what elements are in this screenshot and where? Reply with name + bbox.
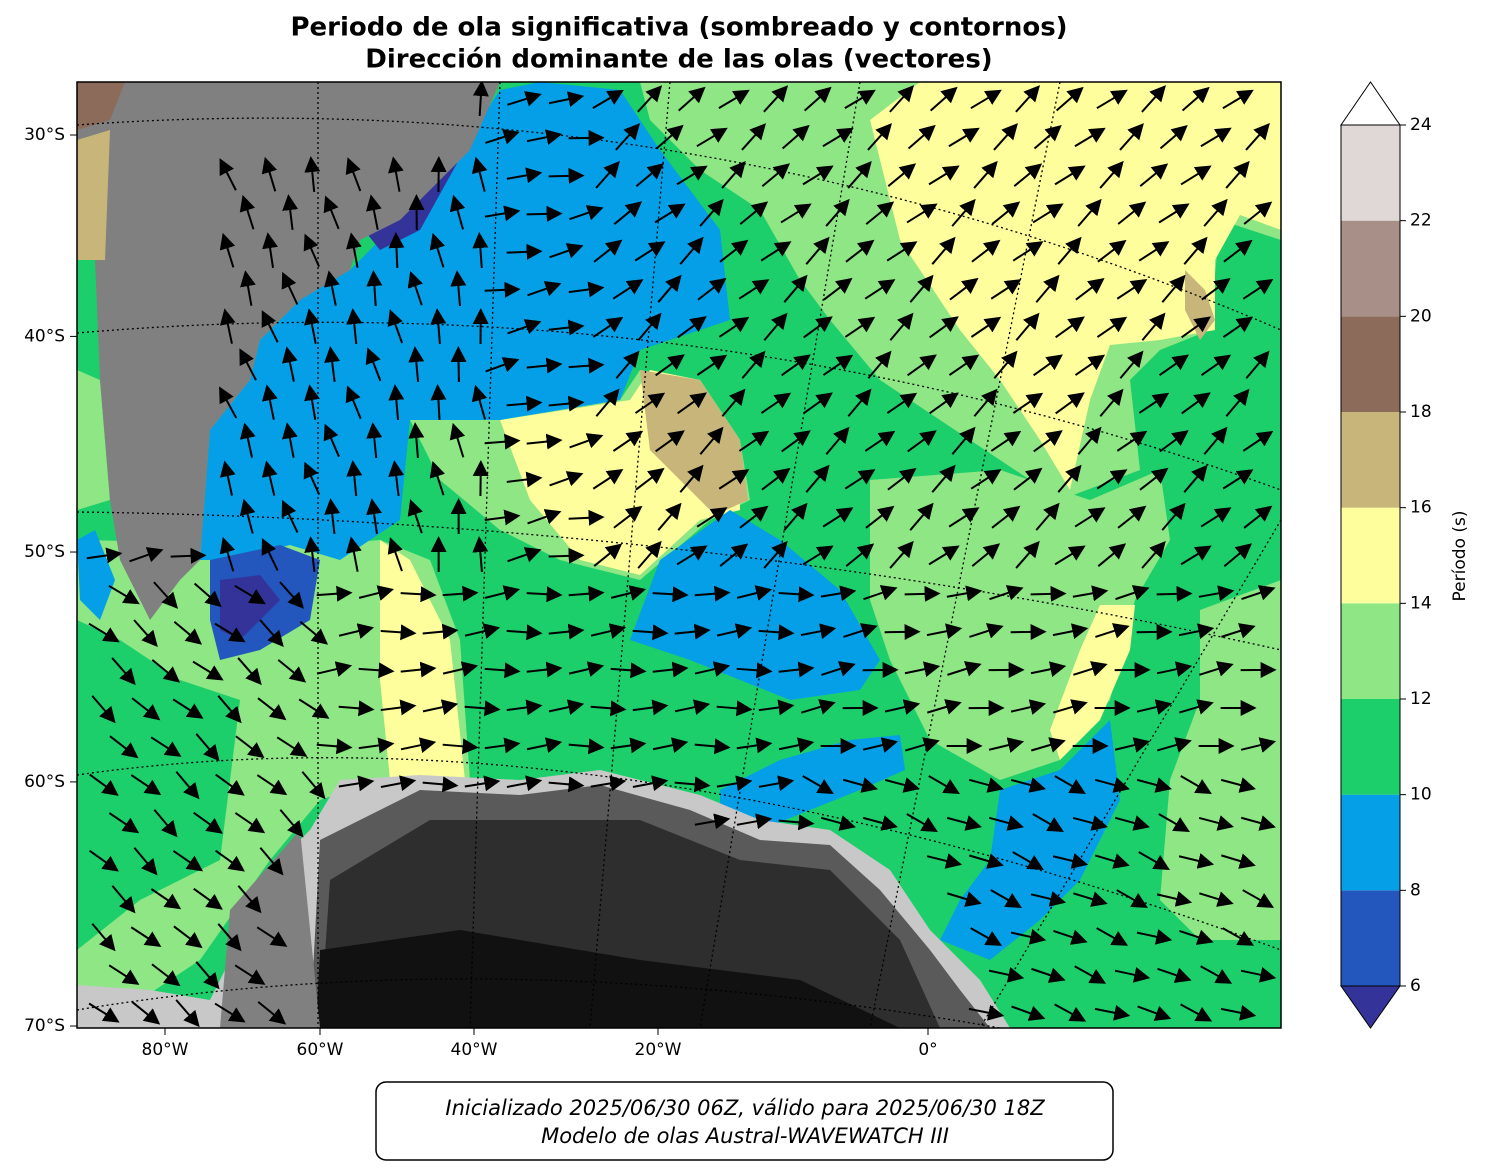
colorbar-tick-label: 22 [1410,211,1432,231]
colorbar-extend-high [1341,82,1400,125]
title-line: Periodo de ola significativa (sombreado … [290,13,1067,43]
colorbar-tick-label: 6 [1410,976,1421,996]
wave-vector [549,555,581,556]
colorbar-extend-low [1341,986,1400,1028]
colorbar-segment [1341,603,1400,699]
colorbar-segment [1341,890,1400,986]
wave-vector [1031,594,1063,595]
colorbar-segment [1341,125,1400,221]
wave-vector [527,214,559,215]
lon-label: 60°W [297,1040,344,1060]
colorbar-tick-label: 12 [1410,689,1432,709]
colorbar-segment [1341,795,1400,891]
lat-label: 40°S [24,326,65,346]
colorbar-tick-label: 8 [1410,880,1421,900]
lon-label: 40°W [451,1040,498,1060]
lon-label: 80°W [142,1040,189,1060]
lat-label: 50°S [24,542,65,562]
colorbar-tick-label: 18 [1410,402,1432,422]
colorbar-segment [1341,508,1400,604]
colorbar-tick-label: 20 [1410,306,1432,326]
colorbar-tick-label: 14 [1410,593,1432,613]
wave-vector [458,350,459,382]
colorbar-tick-label: 16 [1410,498,1432,518]
lat-label: 30°S [24,125,65,145]
colorbar: 6 8 10 12 14 16 18 20 22 24 Período (s) [1341,82,1470,1028]
wave-vector [396,236,397,268]
footer-line: Inicializado 2025/06/30 06Z, válido para… [445,1096,1045,1120]
colorbar-tick-label: 10 [1410,785,1432,805]
colorbar-tick-label: 24 [1410,115,1432,135]
colorbar-segment [1341,699,1400,795]
map [77,82,1281,1028]
wave-vector [1157,594,1189,595]
lat-label: 70°S [24,1016,65,1036]
colorbar-segment [1341,316,1400,412]
colorbar-label: Período (s) [1450,511,1470,602]
lon-label: 0° [918,1040,937,1060]
footer-line: Modelo de olas Austral-WAVEWATCH III [541,1124,949,1148]
lat-label: 60°S [24,772,65,792]
footer-box [376,1082,1113,1160]
wave-vector [549,176,581,177]
colorbar-segment [1341,412,1400,508]
lon-label: 20°W [635,1040,682,1060]
wave-vector [507,251,539,252]
wave-vector [171,555,203,556]
colorbar-segment [1341,221,1400,317]
wave-vector [905,594,937,595]
title-line: Dirección dominante de las olas (vectore… [365,45,992,75]
